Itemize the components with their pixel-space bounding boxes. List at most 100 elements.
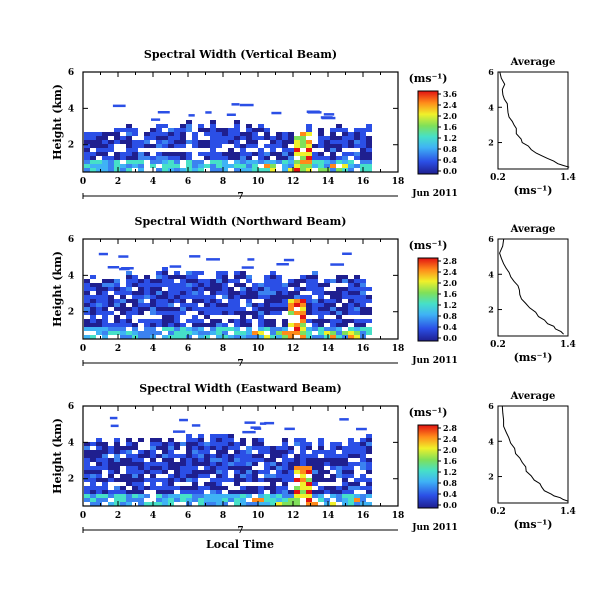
colorbar-unit: (ms⁻¹) [409,406,448,419]
heatmap-cell [300,160,306,164]
heatmap-cell [366,462,372,466]
heatmap-cell [138,335,144,339]
heatmap-cell [168,283,174,287]
heatmap-cell [354,287,360,291]
heatmap-cell [198,446,204,450]
heatmap-cell [210,458,216,462]
heatmap-cell [306,494,312,498]
heatmap-cell [342,462,348,466]
heatmap-cell [102,319,108,323]
colorbar-tick-label: 2.0 [443,445,457,455]
heatmap-cell [96,307,102,311]
heatmap-cell [120,474,126,478]
heatmap-cell [336,299,342,303]
heatmap-cell [284,427,295,431]
colorbar-tick-label: 0.4 [443,155,457,165]
heatmap-cell [96,486,102,490]
heatmap-cell [162,311,168,315]
heatmap-cell [318,307,324,311]
heatmap-cell [288,160,294,164]
heatmap-cell [216,454,222,458]
heatmap-cell [318,450,324,454]
heatmap-cell [282,144,288,148]
heatmap-cell [270,287,276,291]
heatmap-cell [342,478,348,482]
heatmap-cell [84,327,90,331]
heatmap-cell [360,323,366,327]
heatmap-cell [270,466,276,470]
heatmap-cell [234,446,240,450]
heatmap-cell [312,144,318,148]
heatmap-cell [360,311,366,315]
heatmap-cell [90,486,96,490]
heatmap-cell [150,323,156,327]
heatmap-cell [306,482,312,486]
heatmap-cell [186,128,192,132]
heatmap-cell [126,454,132,458]
colorbar-tick-label: 0.0 [443,166,457,176]
heatmap-cell [282,140,288,144]
heatmap-cell [126,279,132,283]
heatmap-cell [198,331,204,335]
heatmap-cell [276,462,282,466]
heatmap-cell [342,486,348,490]
heatmap-cell [150,307,156,311]
heatmap-cell [198,494,204,498]
heatmap-cell [240,490,246,494]
heatmap-cell [282,283,288,287]
heatmap-cell [204,470,210,474]
heatmap-cell [162,498,168,502]
heatmap-cell [120,458,126,462]
heatmap-cell [222,446,228,450]
y-tick-label: 2 [68,475,74,485]
heatmap-cell [132,327,138,331]
heatmap-cell [312,311,318,315]
heatmap-cell [222,454,228,458]
heatmap-cell [108,490,114,494]
heatmap-cell [222,271,228,275]
heatmap-cell [114,486,120,490]
heatmap-cell [276,299,282,303]
heatmap-cell [348,446,354,450]
heatmap-cell [276,152,282,156]
heatmap-cell [264,466,270,470]
heatmap-cell [192,271,198,275]
heatmap-cell [102,466,108,470]
heatmap-cell [276,327,282,331]
heatmap-cell [300,486,306,490]
heatmap-cell [342,160,348,164]
heatmap-cell [306,466,312,470]
heatmap-cell [198,462,204,466]
heatmap-cell [198,486,204,490]
heatmap-cell [306,168,312,172]
heatmap-cell [216,442,222,446]
heatmap-cell [246,323,252,327]
heatmap-cell [222,442,228,446]
average-y-tick-label: 6 [488,67,494,77]
heatmap-cell [180,494,186,498]
heatmap-cell [126,319,132,323]
heatmap-cell [246,478,252,482]
heatmap-cell [138,295,144,299]
heatmap-cell [126,331,132,335]
heatmap-cell [258,458,264,462]
heatmap-cell [276,446,282,450]
heatmap-cell [162,283,168,287]
heatmap-cell [84,490,90,494]
heatmap-cell [210,279,216,283]
heatmap-cell [84,279,90,283]
heatmap-cell [330,295,336,299]
heatmap-cell [360,279,366,283]
heatmap-cell [264,295,270,299]
heatmap-cell [264,470,270,474]
heatmap-cell [180,470,186,474]
heatmap-cell [210,331,216,335]
heatmap-cell [118,255,129,258]
heatmap-cell [258,502,264,506]
heatmap-cell [192,490,198,494]
heatmap-cell [192,494,198,498]
heatmap-cell [156,466,162,470]
colorbar-tick-label: 2.4 [443,434,457,444]
heatmap-cell [144,152,150,156]
heatmap-cell [222,303,228,307]
